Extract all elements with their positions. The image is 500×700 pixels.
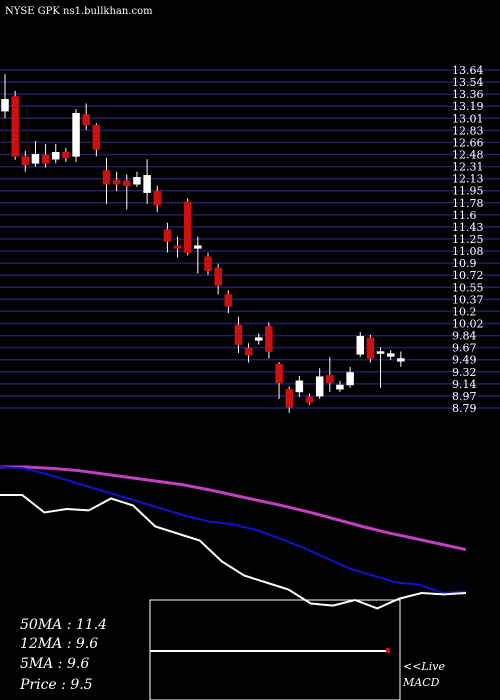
- y-tick-label: 13.36: [452, 88, 484, 101]
- price-stat: Price : 9.5: [19, 677, 93, 693]
- y-tick-label: 9.14: [452, 378, 477, 391]
- ma5-line: [0, 494, 467, 610]
- price-gridlines: [0, 69, 500, 409]
- bearish-candle: [102, 170, 111, 185]
- y-tick-label: 12.48: [452, 149, 484, 162]
- y-tick-label: 11.08: [452, 245, 484, 258]
- y-tick-label: 12.13: [452, 173, 484, 186]
- bullish-candle: [133, 177, 141, 185]
- y-tick-label: 8.97: [452, 390, 477, 403]
- bearish-candle: [112, 179, 121, 185]
- bullish-candle: [315, 376, 324, 397]
- ma12-stat: 12MA : 9.6: [20, 636, 98, 652]
- y-tick-label: 13.01: [452, 112, 484, 125]
- y-tick-label: 9.67: [452, 342, 477, 355]
- macd-marker: [386, 648, 390, 653]
- bullish-candle: [356, 335, 364, 355]
- bullish-candle: [194, 245, 202, 249]
- bearish-candle: [92, 124, 101, 150]
- bullish-candle: [336, 384, 344, 390]
- bearish-candle: [244, 347, 253, 356]
- bullish-candle: [143, 174, 151, 193]
- bearish-candle: [285, 388, 293, 408]
- y-tick-label: 11.95: [452, 185, 484, 198]
- y-tick-label: 9.32: [452, 366, 477, 379]
- bearish-candle: [326, 374, 334, 384]
- price-axis-labels: 13.6413.5413.3613.1913.0112.8312.6612.48…: [452, 64, 484, 415]
- bearish-candle: [163, 229, 172, 242]
- bullish-candle: [376, 351, 385, 354]
- ma12-line: [0, 466, 467, 595]
- bearish-candle: [21, 156, 30, 166]
- y-tick-label: 12.31: [452, 161, 484, 174]
- y-tick-label: 11.25: [452, 233, 484, 246]
- y-tick-label: 11.43: [452, 221, 484, 234]
- bullish-candle: [1, 99, 9, 112]
- bullish-candle: [295, 380, 304, 393]
- y-tick-label: 12.83: [452, 124, 484, 137]
- ma5-stat: 5MA : 9.6: [20, 656, 89, 672]
- bearish-candle: [275, 363, 283, 384]
- y-tick-label: 13.54: [452, 76, 484, 89]
- ma50-stat: 50MA : 11.4: [20, 617, 107, 633]
- bearish-candle: [123, 180, 131, 186]
- y-tick-label: 9.84: [452, 330, 477, 343]
- bullish-candle: [72, 112, 80, 157]
- bearish-candle: [183, 201, 192, 253]
- candlesticks: [1, 74, 405, 413]
- bearish-candle: [204, 256, 212, 271]
- bearish-candle: [62, 151, 70, 159]
- bearish-candle: [265, 326, 273, 352]
- y-tick-label: 10.37: [452, 293, 484, 306]
- bearish-candle: [11, 96, 19, 157]
- y-tick-label: 10.02: [452, 318, 484, 331]
- y-tick-label: 10.9: [452, 257, 477, 270]
- bearish-candle: [41, 154, 50, 164]
- bearish-candle: [224, 294, 233, 307]
- y-tick-label: 10.2: [452, 305, 477, 318]
- bearish-candle: [305, 396, 314, 403]
- y-tick-label: 8.79: [452, 402, 477, 415]
- macd-label: MACD: [402, 676, 440, 689]
- y-tick-label: 11.78: [452, 197, 484, 210]
- y-tick-label: 10.72: [452, 269, 484, 282]
- y-tick-label: 9.49: [452, 354, 477, 367]
- chart-title: NYSE GPK ns1.bullkhan.com: [5, 6, 153, 17]
- bearish-candle: [82, 114, 90, 126]
- moving-average-panel: [0, 465, 467, 610]
- y-tick-label: 10.55: [452, 281, 484, 294]
- bullish-candle: [346, 372, 354, 386]
- y-tick-label: 11.6: [452, 209, 477, 222]
- bullish-candle: [52, 151, 60, 160]
- bearish-candle: [153, 191, 161, 206]
- ma50-line: [0, 465, 467, 552]
- macd-live-label: <<Live: [403, 660, 445, 673]
- y-tick-label: 12.66: [452, 136, 484, 149]
- bearish-candle: [366, 337, 375, 359]
- bearish-candle: [173, 245, 182, 249]
- bullish-candle: [255, 337, 263, 341]
- y-tick-label: 13.64: [452, 64, 484, 77]
- bearish-candle: [234, 324, 243, 345]
- bullish-candle: [31, 154, 40, 164]
- bullish-candle: [386, 353, 395, 357]
- bearish-candle: [214, 267, 222, 286]
- bullish-candle: [397, 358, 405, 362]
- y-tick-label: 13.19: [452, 100, 484, 113]
